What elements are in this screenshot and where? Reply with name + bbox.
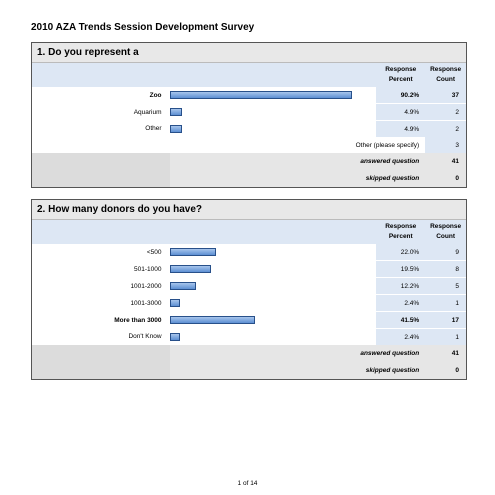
response-bar — [169, 124, 182, 133]
response-percent: 4.9% — [376, 120, 426, 137]
answer-row: Other 4.9% 2 — [32, 120, 466, 137]
question-1-box: 1. Do you represent a Response Percent R… — [31, 42, 467, 188]
response-count: 8 — [425, 260, 466, 278]
answer-label: Other — [145, 125, 162, 133]
answer-label: 1001-3000 — [130, 299, 162, 307]
question-1-table: Response Percent Response Count Zoo 90.2… — [32, 63, 466, 187]
skipped-label: skipped question — [169, 170, 426, 187]
response-percent: 90.2% — [376, 87, 426, 104]
skipped-count: 0 — [425, 362, 466, 379]
response-count: 2 — [425, 103, 466, 121]
answered-label: answered question — [169, 153, 426, 170]
answer-row: Don't Know 2.4% 1 — [32, 328, 466, 345]
response-percent: 41.5% — [376, 311, 426, 329]
response-bar — [169, 91, 352, 100]
response-count: 5 — [425, 277, 466, 295]
other-specify-row: Other (please specify) 3 — [32, 137, 466, 153]
answer-row: 1001-3000 2.4% 1 — [32, 294, 466, 312]
response-count: 37 — [425, 87, 466, 104]
response-count: 9 — [425, 244, 466, 261]
question-2-table: Response Percent Response Count <500 22.… — [32, 220, 466, 379]
answer-row: More than 3000 41.5% 17 — [32, 311, 466, 329]
response-percent: 4.9% — [376, 103, 426, 121]
response-percent: 12.2% — [376, 277, 426, 295]
response-bar — [169, 108, 182, 116]
skipped-count: 0 — [425, 170, 466, 187]
answered-row: answered question 41 — [32, 153, 466, 170]
answer-label: Aquarium — [133, 108, 162, 116]
question-2-box: 2. How many donors do you have? Response… — [31, 199, 467, 380]
response-count: 17 — [425, 311, 466, 329]
response-bar — [169, 316, 255, 324]
response-percent: 2.4% — [376, 294, 426, 312]
response-percent-header: Response Percent — [376, 63, 426, 87]
skipped-row: skipped question 0 — [32, 362, 466, 379]
answered-count: 41 — [425, 153, 466, 170]
answered-row: answered question 41 — [32, 345, 466, 362]
response-bar — [169, 332, 180, 341]
answer-label: Zoo — [149, 91, 162, 99]
answer-label: Don't Know — [128, 333, 162, 341]
response-bar — [169, 265, 211, 273]
response-count: 1 — [425, 328, 466, 345]
other-specify-count: 3 — [425, 137, 466, 153]
response-count: 2 — [425, 120, 466, 137]
response-bar — [169, 282, 196, 290]
skipped-label: skipped question — [169, 362, 426, 379]
answer-label: 1001-2000 — [130, 282, 162, 290]
question-1-title: 1. Do you represent a — [32, 43, 466, 63]
response-percent: 22.0% — [376, 244, 426, 261]
document-title: 2010 AZA Trends Session Development Surv… — [31, 22, 255, 33]
other-specify-label: Other (please specify) — [355, 141, 420, 149]
response-bar — [169, 248, 216, 257]
answered-count: 41 — [425, 345, 466, 362]
answered-label: answered question — [169, 345, 426, 362]
response-percent: 19.5% — [376, 260, 426, 278]
answer-row: Aquarium 4.9% 2 — [32, 103, 466, 121]
answer-row: 501-1000 19.5% 8 — [32, 260, 466, 278]
response-percent-header: Response Percent — [376, 220, 426, 244]
response-count-header: Response Count — [425, 63, 466, 87]
page-number: 1 of 14 — [237, 480, 258, 487]
response-count-header: Response Count — [425, 220, 466, 244]
response-percent: 2.4% — [376, 328, 426, 345]
answer-row: 1001-2000 12.2% 5 — [32, 277, 466, 295]
response-bar — [169, 299, 180, 307]
response-count: 1 — [425, 294, 466, 312]
answer-label: 501-1000 — [134, 265, 162, 273]
answer-row: Zoo 90.2% 37 — [32, 87, 466, 104]
question-2-title: 2. How many donors do you have? — [32, 200, 466, 220]
answer-row: <500 22.0% 9 — [32, 244, 466, 261]
answer-label: More than 3000 — [114, 316, 162, 324]
skipped-row: skipped question 0 — [32, 170, 466, 187]
answer-label: <500 — [146, 248, 162, 256]
